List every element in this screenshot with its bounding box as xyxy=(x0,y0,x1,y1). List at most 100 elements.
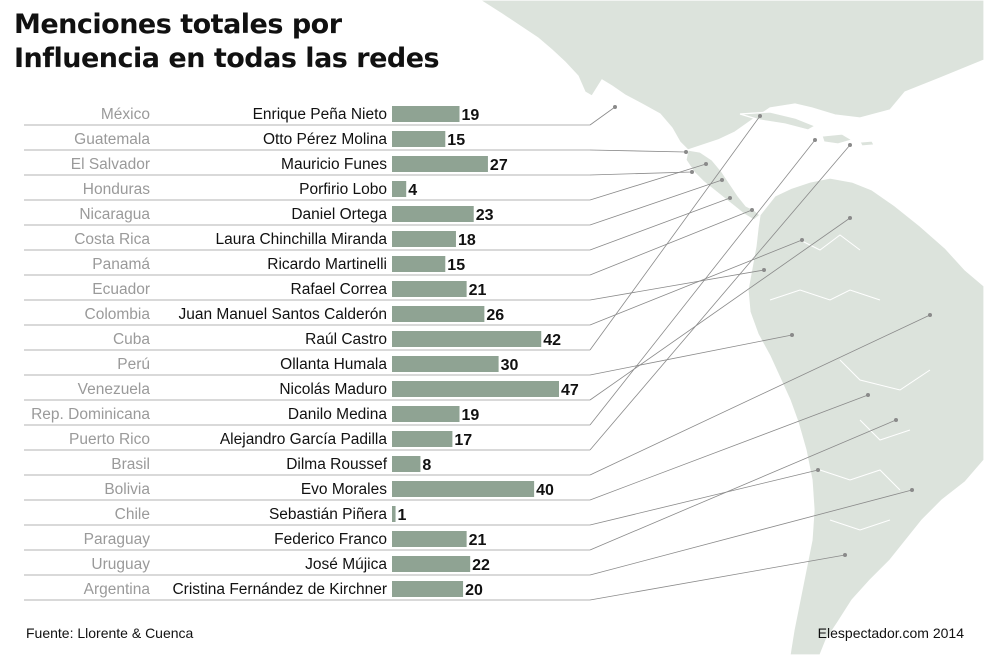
country-label: Nicaragua xyxy=(79,206,150,223)
bar xyxy=(392,256,446,272)
data-label: 21 xyxy=(469,282,487,299)
leader-line xyxy=(589,209,753,276)
chart-title-line-1: Menciones totales por xyxy=(14,9,342,40)
leader-dot xyxy=(758,114,762,118)
person-label: Nicolás Maduro xyxy=(279,381,387,398)
bar xyxy=(392,206,474,222)
country-label: México xyxy=(101,106,150,123)
person-label: Daniel Ortega xyxy=(291,206,387,223)
bar xyxy=(392,281,467,297)
map-hispaniola xyxy=(821,133,854,145)
country-label: Puerto Rico xyxy=(69,431,150,448)
leader-line xyxy=(589,139,816,426)
person-label: Evo Morales xyxy=(301,481,387,498)
chart-row: Rep. Dominicana Danilo Medina 19 xyxy=(24,138,817,426)
country-label: Guatemala xyxy=(74,131,150,148)
leader-line xyxy=(589,269,765,301)
country-label: Venezuela xyxy=(78,381,151,398)
leader-dot xyxy=(843,553,847,557)
bar xyxy=(392,431,453,447)
chart-title-line-2: Influencia en todas las redes xyxy=(14,43,440,74)
data-label: 22 xyxy=(472,557,490,574)
data-label: 17 xyxy=(454,432,472,449)
leader-dot xyxy=(720,178,724,182)
data-label: 18 xyxy=(458,232,476,249)
leader-dot xyxy=(728,196,732,200)
data-label: 27 xyxy=(490,157,508,174)
bar xyxy=(392,581,464,597)
chart-row: Brasil Dilma Roussef 8 xyxy=(24,313,932,476)
leader-dot xyxy=(790,333,794,337)
leader-line xyxy=(589,239,803,326)
bar xyxy=(392,131,446,147)
person-label: Sebastián Piñera xyxy=(269,506,387,523)
country-label: Honduras xyxy=(83,181,150,198)
chart-row: México Enrique Peña Nieto 19 xyxy=(24,105,617,126)
person-label: Federico Franco xyxy=(274,531,387,548)
leader-line xyxy=(589,334,793,376)
leader-line xyxy=(589,469,819,526)
country-label: Ecuador xyxy=(92,281,150,298)
bar xyxy=(392,306,485,322)
country-label: El Salvador xyxy=(71,156,150,173)
leader-line xyxy=(589,144,851,451)
source-note: Fuente: Llorente & Cuenca xyxy=(26,625,194,641)
person-label: Ollanta Humala xyxy=(280,356,387,373)
leader-dot xyxy=(816,468,820,472)
person-label: Mauricio Funes xyxy=(281,156,387,173)
chart-row: Perú Ollanta Humala 30 xyxy=(24,333,794,376)
leader-dot xyxy=(613,105,617,109)
leader-dot xyxy=(866,393,870,397)
leader-line xyxy=(589,149,687,153)
leader-dot xyxy=(848,216,852,220)
person-label: Rafael Correa xyxy=(291,281,388,298)
bar xyxy=(392,356,499,372)
bar xyxy=(392,231,456,247)
leader-dot xyxy=(762,268,766,272)
person-label: Cristina Fernández de Kirchner xyxy=(172,581,387,598)
leader-line xyxy=(589,314,931,476)
data-label: 20 xyxy=(465,582,483,599)
leader-line xyxy=(589,197,731,251)
map-puerto-rico xyxy=(859,140,875,147)
bar xyxy=(392,181,407,197)
person-label: Laura Chinchilla Miranda xyxy=(216,231,388,248)
bar xyxy=(392,331,542,347)
country-label: Paraguay xyxy=(84,531,151,548)
data-label: 23 xyxy=(476,207,494,224)
data-label: 42 xyxy=(543,332,561,349)
data-label: 40 xyxy=(536,482,554,499)
leader-dot xyxy=(848,143,852,147)
leader-dot xyxy=(928,313,932,317)
leader-line xyxy=(589,179,723,226)
data-label: 15 xyxy=(447,132,465,149)
country-label: Bolivia xyxy=(104,481,150,498)
person-label: Ricardo Martinelli xyxy=(267,256,387,273)
data-label: 21 xyxy=(469,532,487,549)
bar xyxy=(392,156,488,172)
leader-dot xyxy=(910,488,914,492)
map-south-america xyxy=(747,177,984,655)
bar xyxy=(392,506,396,522)
leader-line xyxy=(589,115,761,351)
leader-dot xyxy=(813,138,817,142)
bar xyxy=(392,481,535,497)
chart-row: El Salvador Mauricio Funes 27 xyxy=(24,156,694,176)
leader-dot xyxy=(690,170,694,174)
country-label: Argentina xyxy=(84,581,151,598)
leader-line xyxy=(589,394,869,501)
country-label: Cuba xyxy=(113,331,150,348)
chart-row: Argentina Cristina Fernández de Kirchner 2… xyxy=(24,553,847,601)
country-label: Uruguay xyxy=(91,556,150,573)
person-label: Enrique Peña Nieto xyxy=(253,106,387,123)
country-label: Panamá xyxy=(92,256,150,273)
chart-row: Bolivia Evo Morales 40 xyxy=(24,393,870,501)
person-label: Juan Manuel Santos Calderón xyxy=(178,306,387,323)
person-label: Alejandro García Padilla xyxy=(220,431,388,448)
country-label: Rep. Dominicana xyxy=(31,406,150,423)
chart-row: Uruguay José Mújica 22 xyxy=(24,488,914,576)
data-label: 19 xyxy=(462,107,480,124)
chart-row: Nicaragua Daniel Ortega 23 xyxy=(24,178,724,226)
